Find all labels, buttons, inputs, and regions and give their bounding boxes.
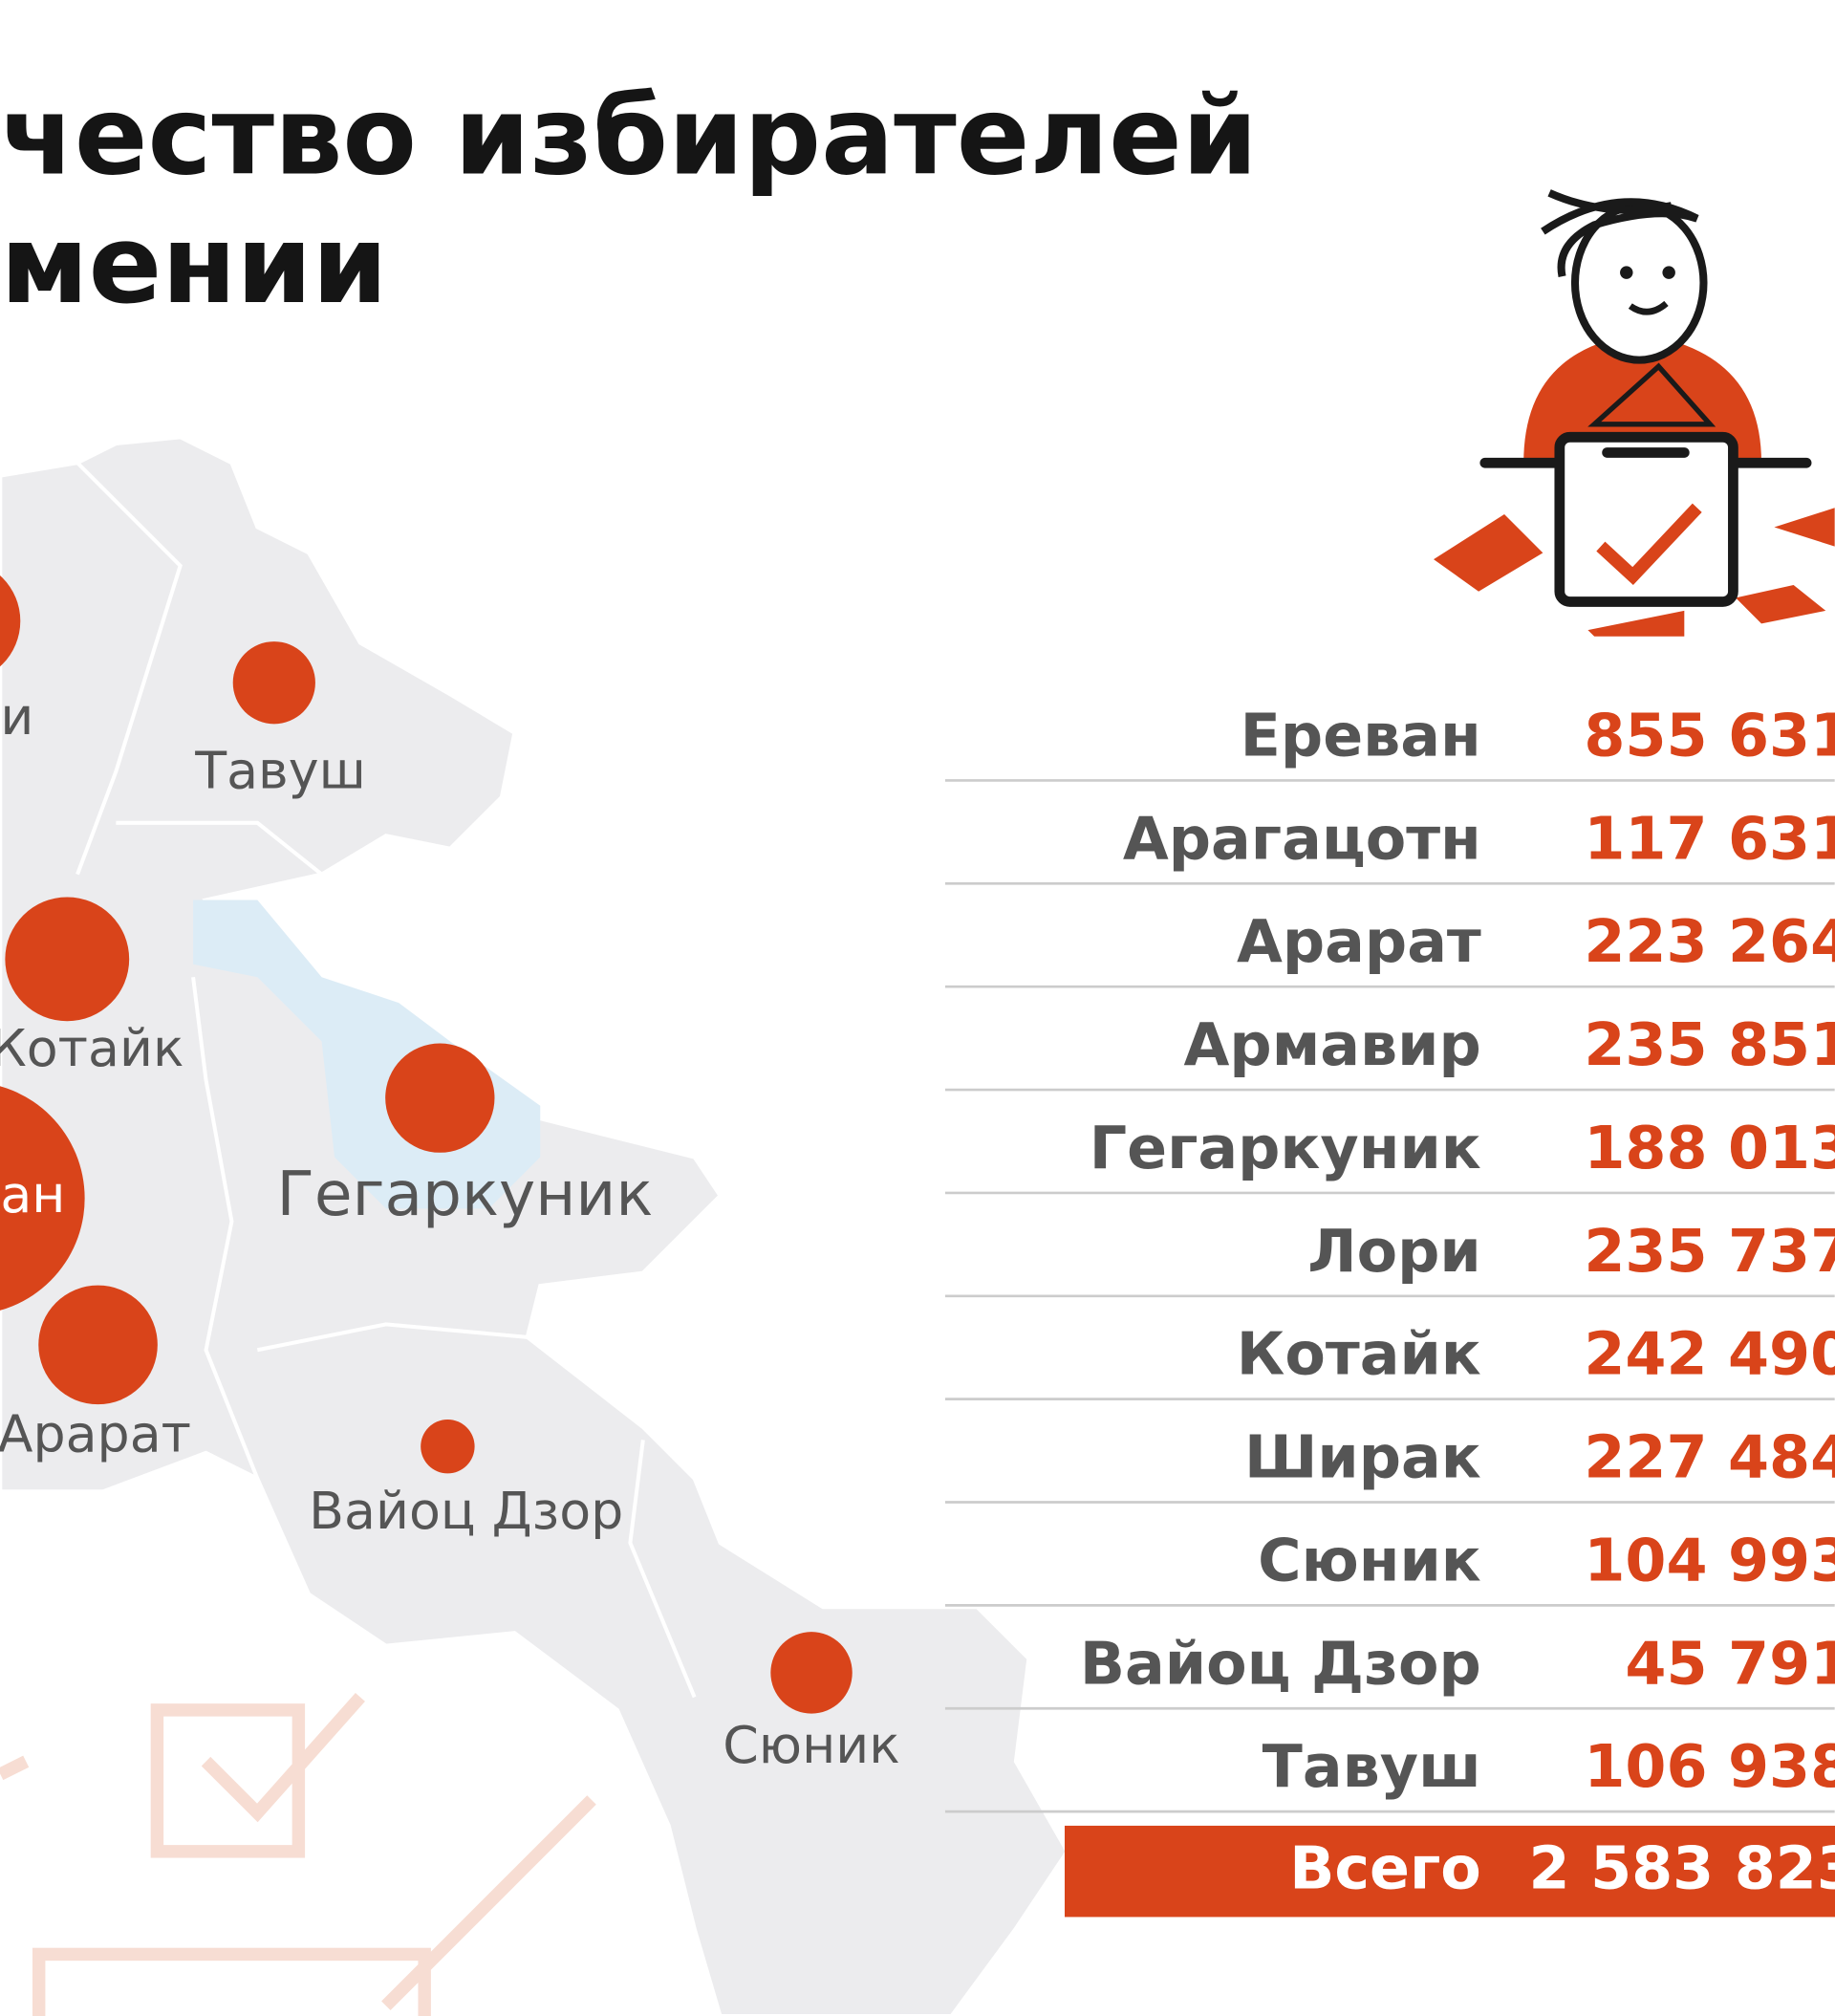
total-count: 2 583 823 — [1529, 1833, 1835, 1902]
voter-bubble — [385, 1043, 495, 1153]
region-label: Гегаркуник — [277, 1159, 654, 1230]
total-bar — [1065, 1825, 1835, 1918]
region-name: Вайоц Дзор — [1080, 1629, 1481, 1698]
voter-count: 223 264 — [1584, 907, 1835, 976]
voter-bubble — [38, 1285, 158, 1405]
region-name: Котайк — [1237, 1320, 1481, 1389]
region-name: Лори — [1307, 1217, 1481, 1286]
title-line: чество избирателей — [0, 73, 1258, 199]
voter-bubble — [0, 1086, 85, 1311]
total-name: Всего — [1289, 1833, 1481, 1902]
voter-count: 106 938 — [1584, 1732, 1835, 1801]
voter-bubble — [0, 575, 21, 667]
region-name: Тавуш — [1263, 1732, 1481, 1801]
voter-count: 227 484 — [1584, 1423, 1835, 1492]
voter-bubble — [232, 641, 315, 725]
voter-bubble — [5, 897, 130, 1022]
voter-count: 855 631 — [1584, 701, 1835, 770]
voter-count: 242 490 — [1584, 1320, 1835, 1389]
voter-count: 117 631 — [1584, 804, 1835, 873]
region-name: Арарат — [1237, 907, 1481, 976]
region-label: Вайоц Дзор — [309, 1481, 623, 1541]
voter-count: 45 791 — [1625, 1629, 1835, 1698]
region-label: Арарат — [0, 1403, 191, 1463]
voter-count: 235 737 — [1584, 1217, 1835, 1286]
region-name: Гегаркуник — [1090, 1114, 1481, 1182]
region-name: Сюник — [1258, 1526, 1481, 1594]
voter-count: 188 013 — [1584, 1114, 1835, 1182]
region-label: Тавуш — [194, 740, 366, 800]
region-name: Ширак — [1244, 1423, 1481, 1492]
region-label: ан — [0, 1164, 65, 1225]
region-label: Котайк — [0, 1018, 184, 1078]
region-name: Армавир — [1184, 1010, 1481, 1079]
voter-count: 235 851 — [1584, 1010, 1835, 1079]
decoration — [0, 1692, 596, 2016]
voter-bubble — [421, 1419, 475, 1474]
region-name: Арагацотн — [1123, 804, 1481, 873]
title-line: мении — [0, 202, 387, 328]
region-label: Сюник — [723, 1715, 899, 1775]
voter-count: 104 993 — [1584, 1526, 1835, 1594]
region-name: Ереван — [1241, 701, 1481, 770]
voter-illustration — [1434, 189, 1835, 637]
region-label: и — [0, 686, 33, 747]
voter-bubble — [770, 1632, 853, 1714]
